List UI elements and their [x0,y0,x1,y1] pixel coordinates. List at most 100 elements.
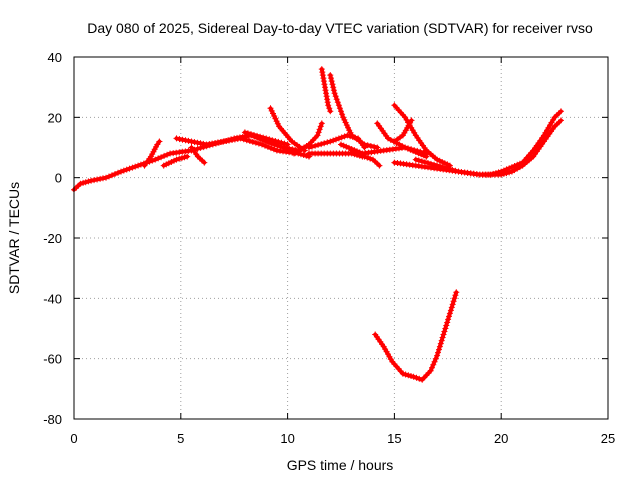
data-point [431,358,438,365]
data-point [278,139,285,146]
data-point [451,295,458,302]
data-point [328,75,334,82]
data-point [85,178,92,185]
data-point [399,370,406,377]
y-tick-label: 0 [55,171,62,186]
data-series [71,66,564,383]
data-point [343,122,350,129]
data-point [330,137,337,144]
data-point [173,156,180,163]
data-point [274,120,281,127]
data-point [427,367,434,374]
data-point [248,131,254,138]
series-arc-18 [391,117,564,178]
data-point [156,138,163,145]
x-tick-label: 10 [280,431,294,446]
series-arc-14 [348,147,383,169]
data-point [333,96,340,103]
data-point [340,142,347,149]
data-point [237,135,244,142]
data-point [82,179,89,186]
data-point [262,142,268,149]
data-point [340,114,347,121]
data-point [444,319,451,326]
y-axis-label: SDTVAR / TECUs [6,182,22,294]
data-point [251,132,257,138]
data-point [91,177,98,184]
data-point [252,139,259,146]
data-point [181,154,188,161]
data-point [178,155,185,162]
series-arc-9 [318,66,334,115]
data-point [315,141,322,148]
data-point [361,153,368,160]
data-point [112,171,118,177]
data-point [411,147,418,154]
x-axis-label: GPS time / hours [287,457,394,473]
data-point [341,133,348,140]
y-tick-label: 20 [48,110,62,125]
data-point [490,170,497,177]
data-point [443,165,450,172]
data-point [309,143,315,150]
data-point [447,307,454,314]
series-arc-19 [412,108,564,178]
data-point [558,117,564,124]
data-point [449,301,456,308]
data-point [270,146,277,153]
data-point [109,172,115,179]
data-point [415,157,422,164]
data-point [367,143,374,149]
data-point [335,102,342,109]
data-point [436,346,442,353]
data-point [257,133,264,140]
chart-title: Day 080 of 2025, Sidereal Day-to-day VTE… [87,20,593,36]
data-point [410,373,417,380]
data-point [197,140,204,147]
x-tick-label: 20 [494,431,508,446]
data-point [330,87,337,94]
data-point [335,135,342,142]
data-point [439,159,446,165]
data-point [259,141,265,148]
data-point [249,138,256,145]
data-point [314,132,321,139]
data-point [194,139,201,146]
data-point [115,169,121,176]
data-point [260,134,267,141]
y-tick-label: -20 [43,231,62,246]
data-point [155,155,162,162]
data-point [319,72,326,79]
data-point [103,174,109,181]
data-point [343,143,350,150]
data-point [425,160,431,166]
series-arc-6 [241,129,291,148]
data-point [440,164,447,171]
data-point [240,136,247,143]
data-point [445,316,452,323]
y-tick-label: -80 [43,412,62,427]
data-point [452,292,459,299]
data-point [281,140,288,147]
data-point [338,141,344,148]
data-point [408,146,415,153]
data-point [413,374,420,381]
data-point [168,159,175,165]
data-point [267,145,274,152]
data-point [347,133,354,140]
data-point [438,337,445,344]
data-point [161,152,168,159]
data-point [268,107,275,114]
data-point [448,304,455,311]
data-point [511,163,518,169]
data-point [179,136,186,143]
series-arc-4 [173,135,312,160]
data-point [269,137,276,144]
data-point [271,113,278,119]
data-point [273,118,280,125]
data-point [327,138,334,145]
data-point [442,325,449,332]
y-tick-label: 40 [48,50,62,65]
data-point [272,115,279,122]
data-point [371,143,378,150]
